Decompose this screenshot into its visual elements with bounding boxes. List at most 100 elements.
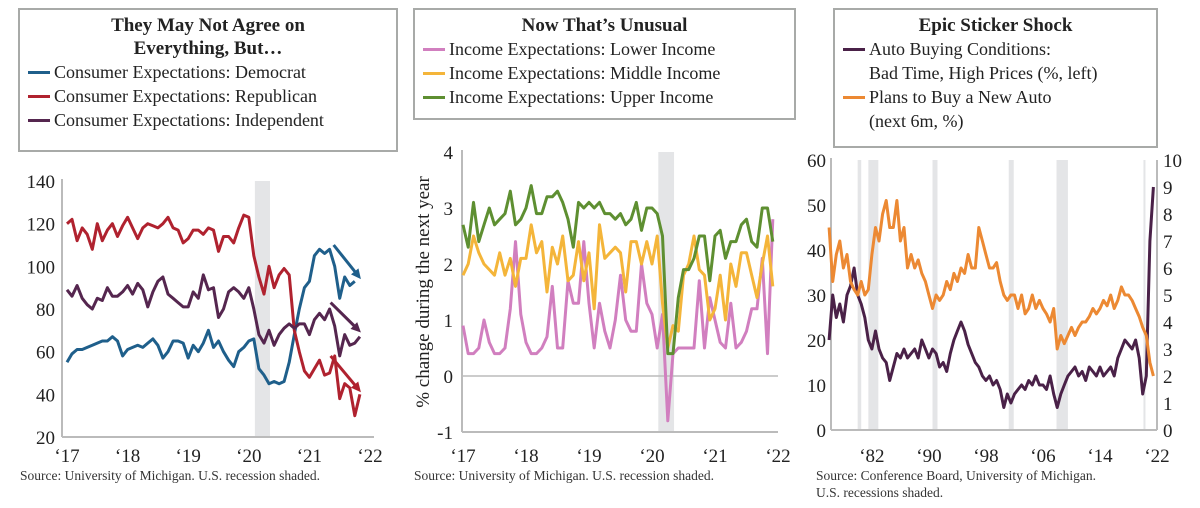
chart-title: Epic Sticker Shock <box>918 15 1073 36</box>
y2-tick-label: 4 <box>1163 313 1173 334</box>
y-axis-label: % change during the next year <box>413 176 434 408</box>
chart-2: 0 10 20 30 40 50 60 0 1 2 3 4 5 6 7 8 9 10 ‘82 ‘90 ‘98 ‘06 ‘14… <box>807 151 1182 467</box>
legend-swatch <box>423 72 445 75</box>
y-tick-label: 20 <box>807 331 826 352</box>
x-tick-label: ‘18 <box>513 446 538 467</box>
arrowhead-icon <box>350 322 361 333</box>
y-tick-label: 4 <box>444 143 454 164</box>
x-tick-label: ‘14 <box>1087 446 1113 467</box>
x-tick-label: ‘20 <box>236 446 261 467</box>
y2-tick-label: 8 <box>1163 205 1173 226</box>
legend-label: Income Expectations: Upper Income <box>449 87 714 107</box>
trend-arrow-independent <box>329 301 358 330</box>
legend-box-auto: Epic Sticker Shock Auto Buying Condition… <box>833 8 1158 148</box>
legend-item-independent: Consumer Expectations: Independent <box>28 108 388 132</box>
x-tick-label: ‘06 <box>1030 446 1055 467</box>
y-tick-label: 40 <box>36 385 55 406</box>
y-tick-label: 0 <box>817 421 827 442</box>
legend-item-republican: Consumer Expectations: Republican <box>28 84 388 108</box>
chart-1: -1 0 1 2 3 4 ‘17 ‘18 ‘19 ‘20 ‘21 ‘22 % change during… <box>413 143 791 467</box>
legend-item-middle: Income Expectations: Middle Income <box>423 61 786 85</box>
x-tick-label: ‘21 <box>297 446 322 467</box>
legend-label: Consumer Expectations: Independent <box>54 110 324 130</box>
legend-swatch <box>423 48 445 51</box>
series-line-lower <box>461 219 775 423</box>
y2-tick-label: 0 <box>1163 421 1173 442</box>
source-note: Source: Conference Board, University of … <box>816 468 1097 500</box>
y-tick-label: 100 <box>27 257 56 278</box>
y-tick-label: 140 <box>27 172 56 193</box>
x-tick-label: ‘90 <box>916 446 941 467</box>
x-tick-label: ‘22 <box>1144 446 1169 467</box>
source-note: Source: University of Michigan. U.S. rec… <box>20 468 320 483</box>
series-line-plans_buy <box>827 199 1155 377</box>
series-line-upper <box>461 184 775 356</box>
legend-box-party: They May Not Agree on Everything, But… C… <box>18 8 398 152</box>
y-tick-label: 120 <box>27 215 56 236</box>
y2-tick-label: 2 <box>1163 367 1173 388</box>
legend-label: Plans to Buy a New Auto (next 6m, %) <box>869 87 1052 131</box>
y-tick-label: 2 <box>444 255 454 276</box>
x-tick-label: ‘19 <box>176 446 201 467</box>
y2-tick-label: 10 <box>1163 151 1182 172</box>
x-tick-label: ‘19 <box>576 446 601 467</box>
recession-shade <box>254 181 271 437</box>
y2-tick-label: 5 <box>1163 286 1173 307</box>
series-line-democrat <box>65 247 356 386</box>
recession-shade <box>857 160 862 430</box>
y-tick-label: 60 <box>36 343 55 364</box>
legend-label: Income Expectations: Lower Income <box>449 39 716 59</box>
chart-title: They May Not Agree on Everything, But… <box>111 15 305 59</box>
recession-shade <box>868 160 879 430</box>
y-tick-label: 3 <box>444 199 454 220</box>
y-tick-label: 50 <box>807 196 826 217</box>
x-tick-label: ‘21 <box>702 446 727 467</box>
legend-label: Consumer Expectations: Democrat <box>54 62 306 82</box>
arrowhead-icon <box>350 381 361 393</box>
legend-label: Auto Buying Conditions: Bad Time, High P… <box>869 39 1098 83</box>
series-line-independent <box>65 273 362 358</box>
y2-tick-label: 1 <box>1163 394 1173 415</box>
arrowhead-icon <box>350 268 361 280</box>
y-tick-label: 20 <box>36 428 55 449</box>
legend-swatch <box>843 96 865 99</box>
x-tick-label: ‘82 <box>859 446 884 467</box>
legend-item-plans-buy: Plans to Buy a New Auto (next 6m, %) <box>843 85 1148 133</box>
legend-label: Consumer Expectations: Republican <box>54 86 317 106</box>
y2-tick-label: 6 <box>1163 259 1173 280</box>
x-tick-label: ‘20 <box>639 446 664 467</box>
x-tick-label: ‘17 <box>450 446 475 467</box>
y-tick-label: 30 <box>807 286 826 307</box>
y-tick-label: 80 <box>36 300 55 321</box>
recession-shade <box>1056 160 1068 430</box>
legend-item-auto-bad: Auto Buying Conditions: Bad Time, High P… <box>843 37 1148 85</box>
x-tick-label: ‘22 <box>765 446 790 467</box>
y2-tick-label: 7 <box>1163 232 1173 253</box>
y-tick-label: 10 <box>807 376 826 397</box>
legend-item-democrat: Consumer Expectations: Democrat <box>28 60 388 84</box>
legend-box-income: Now That’s Unusual Income Expectations: … <box>413 8 796 120</box>
x-tick-label: ‘17 <box>54 446 79 467</box>
trend-arrow-republican <box>329 354 359 389</box>
legend-swatch <box>28 71 50 74</box>
y-tick-label: 60 <box>807 151 826 172</box>
y-tick-label: 40 <box>807 241 826 262</box>
trend-arrow-democrat <box>332 244 359 276</box>
chart-0: 20 40 60 80 100 120 140 ‘17 ‘18 ‘19 ‘20 ‘21 ‘22 <box>27 172 383 467</box>
y2-tick-label: 3 <box>1163 340 1173 361</box>
series-line-auto_bad <box>827 186 1155 409</box>
y-tick-label: 1 <box>444 311 454 332</box>
x-tick-label: ‘22 <box>357 446 382 467</box>
source-note: Source: University of Michigan. U.S. rec… <box>414 468 714 483</box>
x-tick-label: ‘18 <box>115 446 140 467</box>
legend-item-lower: Income Expectations: Lower Income <box>423 37 786 61</box>
series-line-middle <box>461 223 775 350</box>
legend-item-upper: Income Expectations: Upper Income <box>423 85 786 109</box>
legend-swatch <box>423 96 445 99</box>
y2-tick-label: 9 <box>1163 178 1173 199</box>
chart-title: Now That’s Unusual <box>521 15 688 36</box>
x-tick-label: ‘98 <box>973 446 998 467</box>
y-tick-label: -1 <box>437 423 453 444</box>
legend-swatch <box>28 95 50 98</box>
